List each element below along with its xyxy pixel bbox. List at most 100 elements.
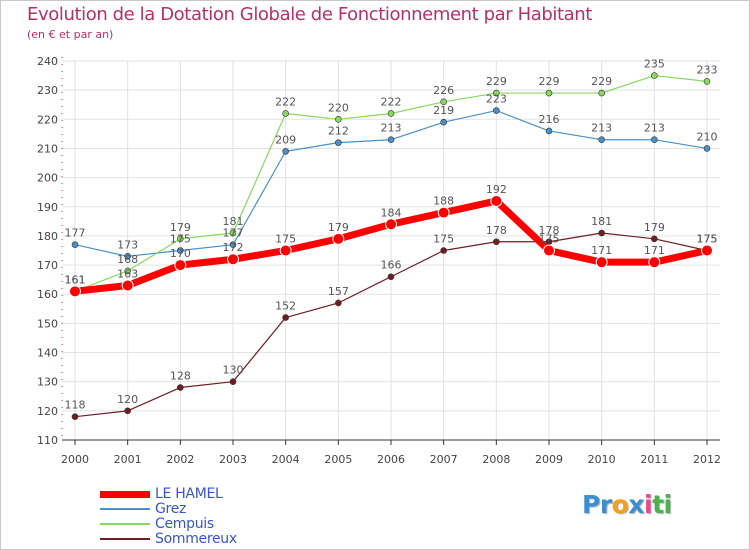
data-label: 192 bbox=[486, 183, 507, 196]
x-tick-label: 2002 bbox=[166, 453, 194, 466]
data-label: 168 bbox=[117, 253, 138, 266]
y-tick-label: 150 bbox=[37, 317, 58, 330]
x-tick-label: 2004 bbox=[272, 453, 300, 466]
data-point bbox=[545, 89, 553, 97]
data-label: 229 bbox=[539, 75, 560, 88]
data-point bbox=[69, 285, 81, 298]
data-label: 233 bbox=[697, 63, 718, 76]
data-label: 213 bbox=[644, 122, 665, 135]
data-label: 177 bbox=[65, 227, 86, 240]
y-tick-label: 160 bbox=[37, 288, 58, 301]
legend-swatch bbox=[100, 523, 150, 525]
data-label: 179 bbox=[328, 221, 349, 234]
data-point bbox=[124, 267, 131, 275]
data-point bbox=[651, 235, 658, 243]
data-point bbox=[177, 247, 184, 254]
logo-letter: ti bbox=[652, 490, 672, 519]
logo-letter: x bbox=[628, 490, 644, 519]
legend-item: Cempuis bbox=[100, 517, 214, 531]
data-point bbox=[701, 244, 713, 257]
y-tick-label: 120 bbox=[37, 405, 58, 418]
data-label: 235 bbox=[644, 58, 665, 71]
data-point bbox=[335, 139, 342, 146]
data-point bbox=[229, 229, 237, 237]
data-point bbox=[543, 244, 555, 257]
logo-letter: i bbox=[643, 490, 653, 519]
data-point bbox=[598, 136, 605, 144]
data-point bbox=[124, 253, 131, 260]
data-label: 175 bbox=[539, 233, 560, 246]
data-point bbox=[124, 407, 131, 415]
y-tick-label: 140 bbox=[37, 347, 58, 360]
data-point bbox=[387, 110, 395, 117]
y-tick-label: 180 bbox=[37, 230, 58, 243]
x-tick-label: 2005 bbox=[324, 453, 352, 466]
data-label: 213 bbox=[591, 122, 612, 135]
logo-letter: o bbox=[611, 490, 629, 519]
data-point bbox=[335, 116, 342, 123]
data-point bbox=[703, 78, 711, 85]
data-point bbox=[651, 72, 658, 79]
y-tick-label: 130 bbox=[37, 376, 58, 389]
x-tick-label: 2011 bbox=[640, 453, 668, 466]
data-label: 161 bbox=[65, 273, 86, 286]
data-label: 163 bbox=[117, 267, 138, 280]
data-label: 170 bbox=[170, 247, 191, 260]
data-point bbox=[437, 206, 450, 219]
x-tick-label: 2008 bbox=[482, 453, 510, 466]
data-point bbox=[490, 194, 503, 207]
y-tick-label: 190 bbox=[37, 201, 58, 214]
data-label: 175 bbox=[433, 233, 454, 246]
legend-swatch bbox=[100, 538, 150, 540]
data-point bbox=[598, 89, 605, 97]
legend-label: Sommereux bbox=[155, 531, 237, 547]
data-label: 157 bbox=[328, 285, 349, 298]
legend-label: LE HAMEL bbox=[155, 486, 223, 502]
data-label: 178 bbox=[486, 224, 507, 237]
data-point bbox=[335, 299, 342, 307]
data-point bbox=[545, 127, 553, 135]
data-label: 175 bbox=[275, 233, 296, 246]
y-tick-label: 110 bbox=[37, 434, 58, 447]
data-point bbox=[385, 218, 397, 231]
data-label: 175 bbox=[697, 233, 718, 246]
data-point bbox=[598, 229, 605, 237]
legend-item: LE HAMEL bbox=[100, 487, 223, 501]
data-point bbox=[648, 256, 661, 269]
data-label: 172 bbox=[223, 241, 244, 254]
data-label: 179 bbox=[644, 221, 665, 234]
data-label: 212 bbox=[328, 125, 349, 138]
data-point bbox=[440, 247, 447, 254]
data-point bbox=[387, 136, 395, 144]
data-point bbox=[121, 279, 134, 292]
data-point bbox=[229, 378, 237, 385]
data-label: 188 bbox=[433, 195, 454, 208]
data-label: 216 bbox=[539, 113, 560, 126]
data-label: 128 bbox=[170, 370, 191, 383]
data-label: 181 bbox=[223, 215, 244, 228]
y-tick-label: 220 bbox=[37, 113, 58, 126]
data-label: 226 bbox=[433, 84, 454, 97]
y-tick-label: 210 bbox=[37, 142, 58, 155]
data-label: 173 bbox=[117, 238, 138, 251]
data-label: 229 bbox=[486, 75, 507, 88]
data-label: 213 bbox=[381, 122, 402, 135]
data-point bbox=[282, 148, 289, 155]
data-label: 184 bbox=[381, 206, 402, 219]
data-point bbox=[279, 244, 292, 257]
data-point bbox=[493, 89, 500, 97]
data-point bbox=[387, 273, 395, 281]
data-label: 152 bbox=[275, 300, 296, 313]
x-tick-label: 2006 bbox=[377, 453, 405, 466]
x-tick-label: 2003 bbox=[219, 453, 247, 466]
data-point bbox=[440, 118, 447, 126]
data-label: 223 bbox=[486, 93, 507, 106]
x-tick-label: 2012 bbox=[693, 453, 721, 466]
legend-swatch bbox=[100, 490, 150, 498]
data-label: 222 bbox=[381, 95, 402, 108]
data-label: 171 bbox=[644, 244, 665, 257]
data-point bbox=[595, 256, 608, 269]
chart-subtitle: (en € et par an) bbox=[27, 28, 114, 41]
data-label: 178 bbox=[539, 224, 560, 237]
